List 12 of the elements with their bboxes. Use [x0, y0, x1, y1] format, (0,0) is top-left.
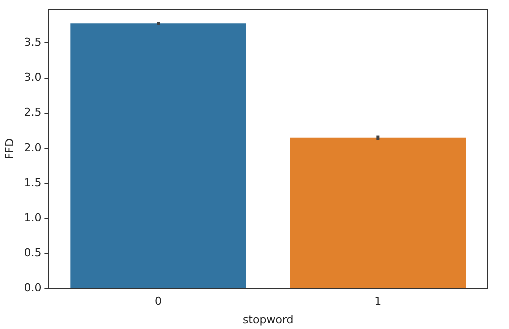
y-axis-title: FFD — [3, 138, 16, 160]
y-tick-label: 0.5 — [24, 246, 42, 260]
y-tick-label: 3.5 — [24, 36, 42, 50]
x-tick-label: 0 — [155, 295, 162, 308]
y-tick-label: 2.5 — [24, 106, 42, 120]
y-tick-label: 1.5 — [24, 176, 42, 190]
y-tick-label: 2.0 — [24, 141, 42, 154]
y-tick-label: 0.0 — [24, 281, 42, 294]
y-tick-label: 3.0 — [24, 71, 42, 84]
x-axis-title: stopword — [242, 313, 294, 326]
y-tick-label: 1.0 — [24, 211, 42, 224]
x-tick-label: 1 — [374, 295, 382, 308]
